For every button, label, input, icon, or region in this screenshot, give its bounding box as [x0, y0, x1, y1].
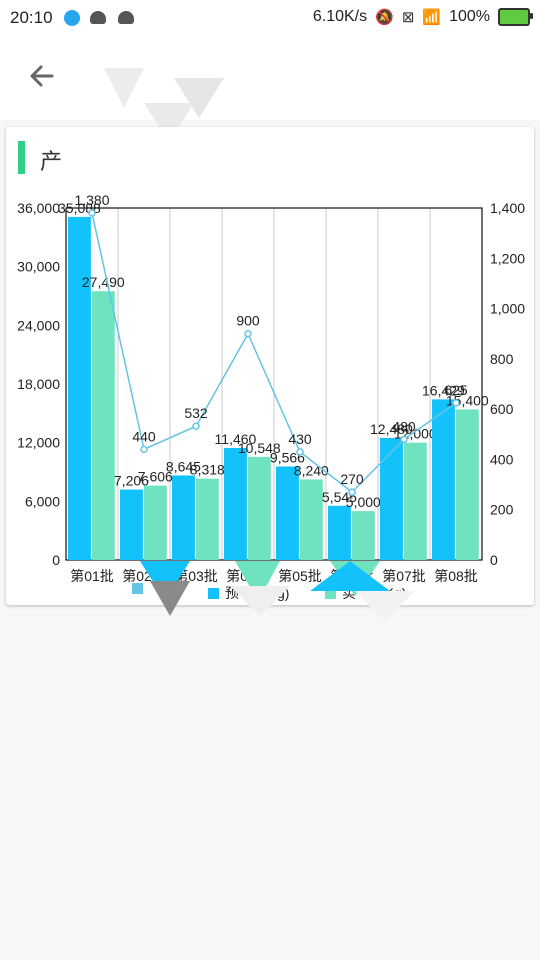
- wifi-icon: 📶: [422, 9, 442, 26]
- bar-label-series-1: 9,566: [270, 449, 305, 465]
- x-axis-tick-label: 第05批: [278, 568, 322, 584]
- bar-label-series-1: 8,645: [166, 458, 201, 474]
- x-axis-tick-label: 第08批: [434, 568, 478, 584]
- android-icon: [90, 11, 106, 24]
- bar-label-series-1: 16,429: [422, 382, 465, 398]
- line-point: [244, 329, 252, 338]
- bar-series-1: [68, 216, 91, 560]
- line-label: 1,380: [74, 192, 109, 208]
- right-axis-tick-label: 1,000: [490, 301, 525, 317]
- left-axis-tick-label: 36,000: [17, 200, 60, 216]
- bar-series-1: [328, 505, 351, 560]
- mute-icon: 🔕: [375, 9, 394, 26]
- card-accent-bar: [18, 141, 25, 174]
- bar-series-2: [403, 442, 427, 560]
- status-right: 6.10K/s 🔕 ⊠ 📶 100%: [312, 8, 533, 26]
- bar-series-1: [172, 475, 195, 560]
- line-label: 270: [340, 471, 364, 487]
- legend-item-line: [132, 583, 143, 594]
- bar-series-1: [120, 489, 143, 560]
- left-axis-tick-label: 18,000: [17, 376, 60, 392]
- battery-charging-icon: [498, 8, 533, 26]
- right-axis-tick-label: 1,400: [490, 200, 525, 216]
- bar-series-1: [224, 447, 247, 560]
- bar-series-1: [432, 399, 455, 560]
- right-axis-tick-label: 400: [490, 451, 514, 467]
- bar-label-series-2: 8,240: [294, 462, 329, 478]
- legend-swatch-line: [132, 583, 143, 594]
- bar-label-series-2: 8,318: [190, 462, 225, 478]
- left-axis-tick-label: 30,000: [17, 259, 60, 275]
- bar-series-2: [299, 479, 323, 560]
- line-label: 440: [132, 428, 156, 444]
- line-point: [400, 435, 408, 444]
- obscured-legend: [140, 561, 415, 621]
- sim-icon: ⊠: [401, 9, 415, 26]
- left-axis-tick-label: 12,000: [17, 435, 60, 451]
- bar-series-2: [247, 456, 271, 560]
- right-axis-tick-label: 1,200: [490, 250, 525, 266]
- status-bar: 20:10 6.10K/s 🔕 ⊠ 📶 100%: [0, 0, 540, 36]
- bar-label-series-1: 12,480: [370, 421, 413, 437]
- bar-label-series-1: 11,460: [215, 431, 257, 447]
- bar-series-2: [351, 511, 375, 560]
- x-axis-tick-label: 第03批: [174, 568, 218, 584]
- card-title: 产: [40, 149, 63, 174]
- line-label: 625: [444, 382, 468, 398]
- line-label: 532: [184, 405, 208, 421]
- x-axis-tick-label: 第07批: [382, 568, 426, 584]
- right-axis-tick-label: 600: [490, 401, 514, 417]
- bar-series-2: [195, 478, 219, 560]
- bar-label-series-2: 10,548: [238, 440, 281, 456]
- plot-frame: [65, 207, 483, 561]
- combo-chart: 0 6,000 12,000 18,000 24,000 30,000 36,000 0 200…: [17, 192, 525, 584]
- bar-label-series-1: 7,206: [114, 473, 149, 489]
- legend-swatch-series-2: [325, 587, 336, 599]
- right-axis-tick-label: 0: [490, 552, 498, 568]
- line-point: [192, 422, 200, 430]
- left-axis-tick-label: 24,000: [17, 317, 60, 333]
- android-icon: [118, 11, 134, 24]
- right-axis-tick-label: 200: [490, 502, 514, 518]
- line-point: [452, 399, 460, 407]
- bar-label-series-2: 7,606: [138, 469, 173, 485]
- line-series: [91, 212, 457, 494]
- bar-label-series-2: 5,000: [346, 494, 381, 510]
- bar-series-1: [380, 437, 403, 560]
- line-point: [348, 488, 356, 496]
- status-time: 20:10: [10, 8, 53, 27]
- network-speed: 6.10K/s: [312, 8, 368, 25]
- bar-label-series-2: 27,490: [82, 274, 125, 290]
- battery-text: 100%: [449, 8, 490, 25]
- left-axis-tick-label: 0: [52, 552, 60, 568]
- arrow-back-icon[interactable]: [26, 60, 58, 92]
- line-point: [88, 209, 96, 217]
- bar-series-2: [91, 291, 115, 560]
- bar-series-2: [455, 409, 479, 560]
- legend-swatch-series-1: [208, 587, 219, 599]
- left-axis-tick-label: 6,000: [25, 493, 60, 509]
- x-axis-tick-label: 第01批: [70, 568, 114, 584]
- bar-series-2: [143, 485, 167, 560]
- line-point: [296, 448, 304, 456]
- chart-legend: 预 (Kg) 实 (Kg): [0, 561, 540, 621]
- line-point: [140, 445, 148, 454]
- line-label: 480: [392, 418, 416, 434]
- bar-series-1: [276, 466, 299, 560]
- right-axis-tick-label: 800: [490, 351, 514, 367]
- line-label: 430: [288, 431, 312, 447]
- line-label: 900: [236, 313, 260, 329]
- app-circle-icon: [64, 10, 80, 26]
